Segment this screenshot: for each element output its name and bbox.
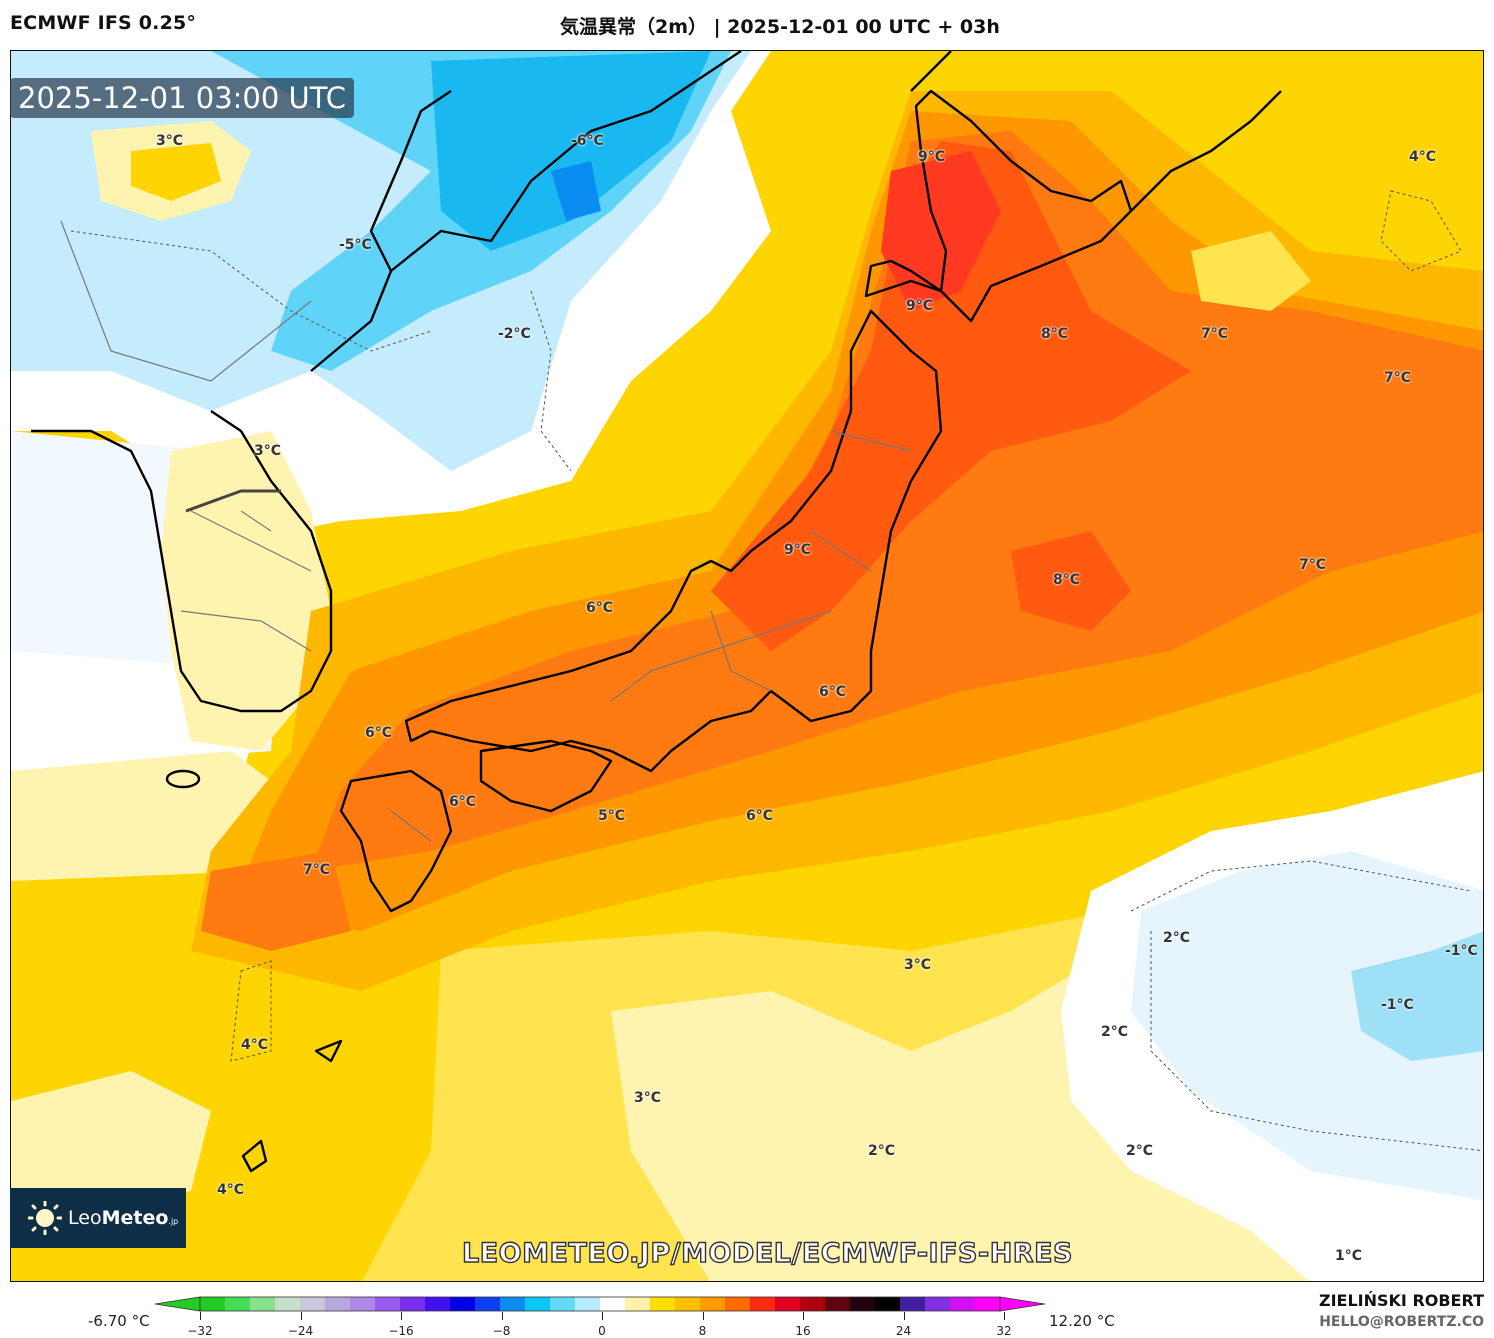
colorbar-tick-mark: [1004, 1312, 1005, 1320]
colorbar: [154, 1296, 1046, 1312]
chart-title: 気温異常（2m） | 2025-12-01 00 UTC + 03h: [560, 16, 1000, 38]
contour-label: 7°C: [1299, 557, 1327, 573]
colorbar-tick-mark: [702, 1312, 704, 1320]
colorbar-tick-label: −32: [187, 1324, 213, 1338]
logo-text: LeoMeteo.jp: [68, 1207, 179, 1229]
colorbar-tick-label: 16: [795, 1324, 811, 1338]
colorbar-tick-mark: [501, 1312, 503, 1320]
colorbar-tick-label: −24: [287, 1324, 314, 1338]
map-field: [11, 51, 1483, 1281]
contour-label: 1°C: [1335, 1248, 1363, 1264]
contour-label: -1°C: [1445, 943, 1478, 959]
colorbar-tick-mark: [803, 1312, 804, 1320]
colorbar-tick-mark: [300, 1312, 302, 1320]
contour-label: 2°C: [868, 1143, 896, 1159]
contour-label: 2°C: [1163, 930, 1191, 946]
colorbar-tick-mark: [200, 1312, 201, 1320]
contour-label: -6°C: [571, 133, 604, 149]
contour-label: -5°C: [339, 237, 372, 253]
author-name: ZIELIŃSKI ROBERT: [1318, 1291, 1484, 1310]
contour-label: 5°C: [598, 808, 626, 824]
contour-label: 4°C: [241, 1037, 269, 1053]
contour-label: -1°C: [1381, 997, 1414, 1013]
contour-label: 8°C: [1053, 572, 1081, 588]
contour-label: 8°C: [1041, 326, 1069, 342]
contour-label: 4°C: [1409, 149, 1437, 165]
temperature-anomaly-map: 3°C -6°C -5°C -2°C 9°C 9°C 8°C 7°C 4°C 7°C 3°C 9°C 8…: [10, 50, 1484, 1282]
colorbar-tick-label: −16: [388, 1324, 414, 1338]
colorbar-tick-label: 32: [996, 1324, 1012, 1338]
model-name: ECMWF IFS 0.25°: [10, 12, 197, 34]
colorbar-tick-mark: [602, 1312, 603, 1320]
valid-time-badge: 2025-12-01 03:00 UTC: [10, 78, 355, 118]
colorbar-max-label: 12.20 °C: [1049, 1312, 1115, 1330]
author-email[interactable]: HELLO@ROBERTZ.CO: [1319, 1314, 1484, 1330]
contour-label: 3°C: [156, 133, 184, 149]
colorbar-tick-label: 24: [895, 1324, 912, 1338]
contour-label: 9°C: [784, 542, 812, 558]
colorbar-tick-mark: [903, 1312, 905, 1320]
contour-label: 9°C: [906, 298, 934, 314]
contour-label: 6°C: [449, 794, 477, 810]
contour-label: 9°C: [918, 149, 946, 165]
colorbar-tick-label: 8: [698, 1324, 707, 1338]
contour-label: 7°C: [1201, 326, 1229, 342]
contour-label: 2°C: [1101, 1024, 1129, 1040]
contour-label: 4°C: [217, 1182, 245, 1198]
sun-icon: [27, 1200, 63, 1236]
contour-label: 3°C: [904, 957, 932, 973]
contour-label: 6°C: [365, 725, 393, 741]
colorbar-tick-mark: [401, 1312, 402, 1320]
colorbar-tick-label: 0: [598, 1324, 606, 1338]
contour-label: 7°C: [303, 862, 331, 878]
contour-label: 6°C: [746, 808, 774, 824]
contour-label: 7°C: [1384, 370, 1412, 386]
source-url-watermark: LEOMETEO.JP/MODEL/ECMWF-IFS-HRES: [461, 1237, 1073, 1269]
contour-label: -2°C: [498, 326, 531, 342]
contour-label: 6°C: [586, 600, 614, 616]
leometeo-logo[interactable]: LeoMeteo.jp: [10, 1188, 186, 1248]
contour-label: 2°C: [1126, 1143, 1154, 1159]
contour-label: 3°C: [254, 443, 282, 459]
contour-label: 3°C: [634, 1090, 662, 1106]
colorbar-min-label: -6.70 °C: [88, 1312, 150, 1330]
contour-label: 6°C: [819, 684, 847, 700]
colorbar-tick-label: −8: [492, 1324, 511, 1338]
